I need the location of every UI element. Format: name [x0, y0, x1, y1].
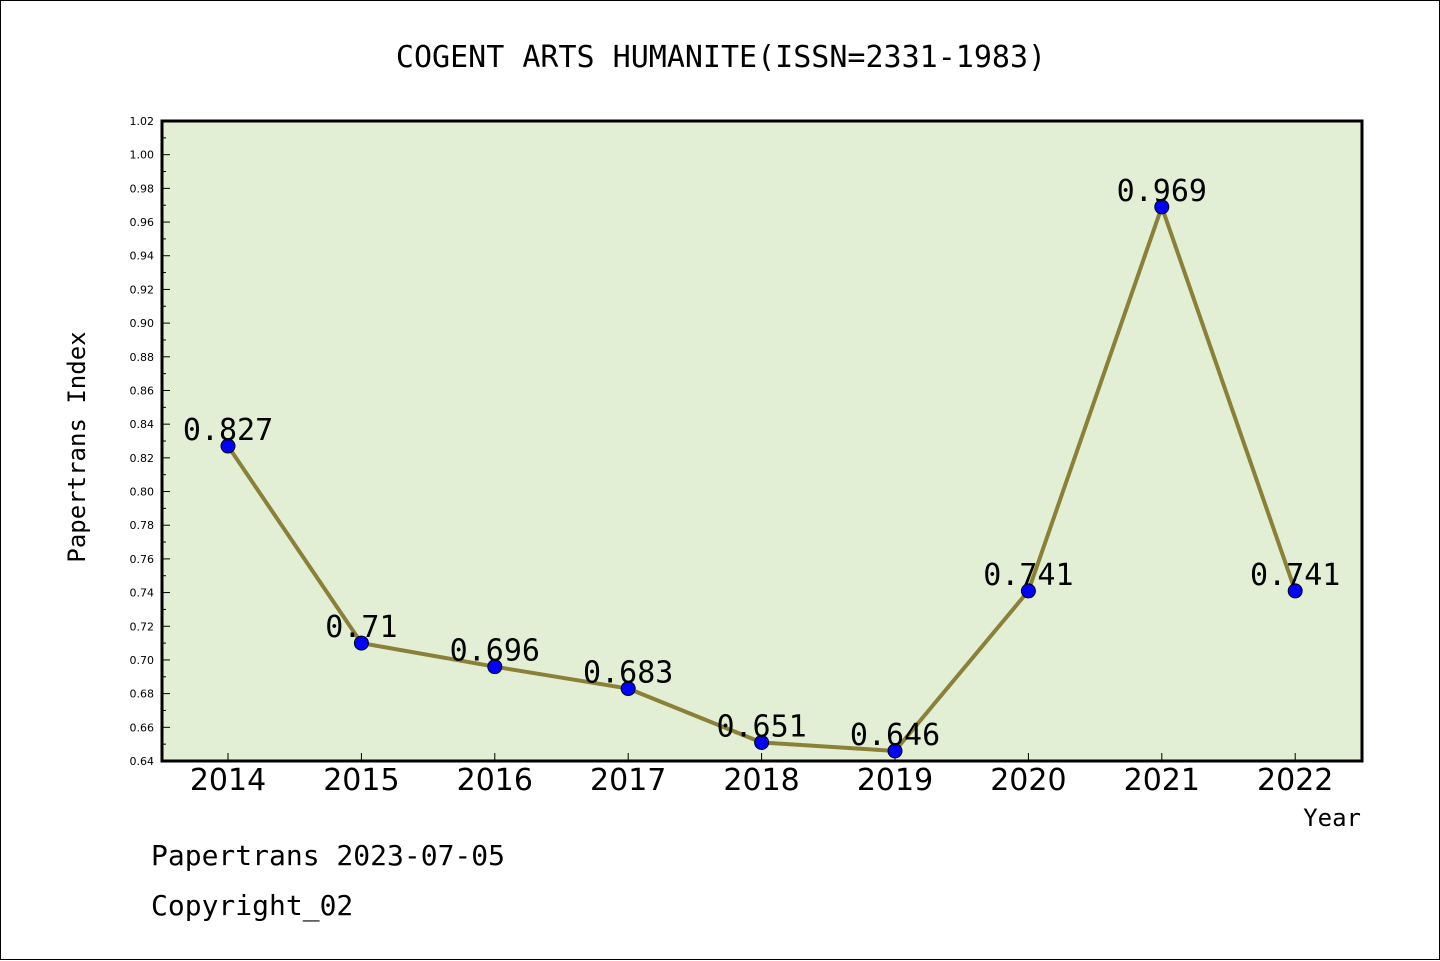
- y-tick-label: 0.68: [130, 688, 155, 701]
- y-tick-label: 0.72: [130, 620, 155, 633]
- x-tick-label: 2022: [1257, 763, 1333, 798]
- data-label: 0.646: [850, 718, 940, 753]
- data-point: [1154, 199, 1170, 215]
- y-tick-label: 0.98: [130, 182, 155, 195]
- y-tick-label: 1.00: [130, 149, 155, 162]
- y-tick-label: 0.70: [130, 654, 155, 667]
- x-tick-label: 2015: [323, 763, 399, 798]
- footer-copyright: Copyright_02: [151, 889, 353, 923]
- data-point: [487, 659, 503, 675]
- data-point: [353, 635, 369, 651]
- x-tick-label: 2017: [590, 763, 666, 798]
- footer-source: Papertrans 2023-07-05: [151, 839, 505, 872]
- data-label: 0.683: [583, 656, 673, 691]
- x-tick-label: 2021: [1124, 763, 1200, 798]
- x-axis-ticks: 2014 2015 2016 2017 2018 2019 2020 2021 2022: [190, 753, 1333, 798]
- x-tick-label: 2016: [457, 763, 533, 798]
- y-tick-label: 0.78: [130, 519, 155, 532]
- y-tick-label: 0.84: [130, 418, 155, 431]
- y-tick-label: 0.64: [130, 755, 155, 768]
- data-label: 0.696: [450, 634, 540, 669]
- y-tick-label: 1.02: [130, 115, 155, 128]
- y-tick-label: 0.86: [130, 384, 155, 397]
- data-label: 0.827: [183, 413, 273, 448]
- y-tick-label: 0.88: [130, 351, 155, 364]
- x-tick-label: 2019: [857, 763, 933, 798]
- data-label: 0.71: [325, 610, 397, 645]
- y-tick-label: 0.90: [130, 317, 155, 330]
- data-label: 0.651: [716, 709, 806, 744]
- data-label: 0.741: [1250, 558, 1340, 593]
- y-tick-label: 0.74: [130, 587, 155, 600]
- data-point: [1287, 583, 1303, 599]
- x-tick-label: 2014: [190, 763, 266, 798]
- data-label: 0.741: [983, 558, 1073, 593]
- x-tick-label: 2018: [723, 763, 799, 798]
- data-label-group: 0.827 0.71 0.696 0.683 0.651 0.646 0.741 0.969 0…: [183, 174, 1341, 753]
- data-point: [754, 734, 770, 750]
- y-tick-label: 0.80: [130, 486, 155, 499]
- y-tick-label: 0.66: [130, 721, 155, 734]
- plot-area: [160, 119, 1364, 763]
- chart-title: COGENT ARTS HUMANITE(ISSN=2331-1983): [396, 40, 1046, 75]
- data-label: 0.969: [1117, 174, 1207, 209]
- data-point: [620, 681, 636, 697]
- data-point: [1020, 583, 1036, 599]
- x-tick-label: 2020: [990, 763, 1066, 798]
- x-axis-label: Year: [1303, 804, 1361, 832]
- y-tick-label: 0.96: [130, 216, 155, 229]
- y-tick-label: 0.82: [130, 452, 155, 465]
- y-tick-label: 0.76: [130, 553, 155, 566]
- y-axis-ticks: 0.64 0.66 0.68 0.70 0.72 0.74 0.76 0.78 0.80 0.82…: [130, 115, 170, 768]
- data-point: [887, 743, 903, 759]
- y-tick-label: 0.92: [130, 283, 155, 296]
- y-axis-label: Papertrans Index: [63, 331, 91, 562]
- y-tick-label: 0.94: [130, 250, 155, 263]
- series-line-group: [220, 199, 1303, 759]
- data-point: [220, 438, 236, 454]
